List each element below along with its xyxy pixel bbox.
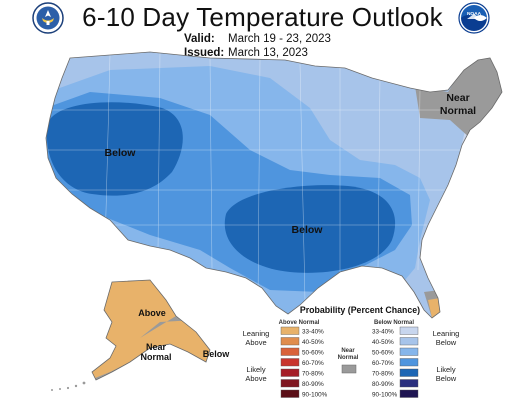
legend-leaning-below-2: Below bbox=[436, 338, 457, 347]
legend-above-header: Above Normal bbox=[279, 320, 320, 326]
legend-likely-below-1: Likely bbox=[436, 365, 455, 374]
northeast-near-label-1: Near bbox=[446, 92, 469, 104]
legend-below-range: 90-100% bbox=[372, 392, 398, 399]
issued-value: March 13, 2023 bbox=[228, 47, 308, 59]
west-below-label: Below bbox=[105, 147, 137, 159]
legend-above-range: 70-80% bbox=[302, 371, 324, 378]
alaska-below-label: Below bbox=[203, 349, 231, 359]
legend-above-range: 33-40% bbox=[302, 329, 324, 336]
legend-below-rows: 33-40% 40-50% 50-60% 60-70% 70-80% 80-90% 90-1… bbox=[372, 326, 419, 399]
legend-above-swatch bbox=[280, 337, 300, 346]
legend-near-header-1: Near bbox=[341, 348, 355, 354]
legend-likely-below-2: Below bbox=[436, 374, 457, 383]
conus-outline bbox=[45, 51, 503, 319]
legend-leaning-below-1: Leaning bbox=[433, 329, 460, 338]
legend-near-header-2: Normal bbox=[338, 355, 359, 361]
legend-above-swatch bbox=[280, 379, 300, 388]
noaa-logo-text: NOAA bbox=[467, 11, 482, 17]
legend-below-range: 40-50% bbox=[372, 339, 394, 346]
legend-below-header: Below Normal bbox=[374, 320, 414, 326]
valid-value: March 19 - 23, 2023 bbox=[228, 33, 331, 45]
legend-below-range: 50-60% bbox=[372, 350, 394, 357]
legend-below-swatch bbox=[399, 337, 419, 346]
issued-label: Issued: bbox=[184, 47, 225, 59]
issued-date: Issued: March 13, 2023 bbox=[184, 47, 308, 59]
valid-label: Valid: bbox=[184, 33, 215, 45]
alaska-near-label-2: Normal bbox=[140, 352, 171, 362]
legend-above-range: 50-60% bbox=[302, 350, 324, 357]
legend-likely-above-1: Likely bbox=[246, 365, 265, 374]
conus-fill bbox=[46, 52, 502, 318]
legend-above-swatch bbox=[280, 347, 300, 356]
legend-below-range: 33-40% bbox=[372, 329, 394, 336]
doc-seal-icon bbox=[32, 2, 64, 34]
legend-above-swatch bbox=[280, 389, 300, 398]
legend-below-swatch bbox=[399, 368, 419, 377]
legend-below-swatch bbox=[399, 379, 419, 388]
legend-leaning-above-1: Leaning bbox=[243, 329, 270, 338]
northeast-near-label-2: Normal bbox=[440, 105, 476, 117]
legend-below-swatch bbox=[399, 326, 419, 335]
aleutian-islands bbox=[51, 381, 86, 391]
legend: Probability (Percent Chance) Above Norma… bbox=[243, 305, 460, 399]
legend-above-rows: 33-40% 40-50% 50-60% 60-70% 70-80% 80-90% 90-1… bbox=[280, 326, 328, 399]
legend-likely-above-2: Above bbox=[245, 374, 266, 383]
legend-below-swatch bbox=[399, 389, 419, 398]
noaa-logo-icon: NOAA bbox=[458, 2, 490, 34]
legend-below-range: 80-90% bbox=[372, 381, 394, 388]
legend-below-swatch bbox=[399, 358, 419, 367]
legend-below-range: 70-80% bbox=[372, 371, 394, 378]
legend-leaning-above-2: Above bbox=[245, 338, 266, 347]
map-title: 6-10 Day Temperature Outlook bbox=[82, 2, 443, 32]
legend-above-swatch bbox=[280, 326, 300, 335]
alaska-fill bbox=[92, 280, 210, 380]
valid-dates: Valid: March 19 - 23, 2023 bbox=[184, 33, 331, 45]
legend-above-range: 60-70% bbox=[302, 360, 324, 367]
alaska-above-label: Above bbox=[138, 308, 166, 318]
legend-above-range: 40-50% bbox=[302, 339, 324, 346]
legend-above-range: 80-90% bbox=[302, 381, 324, 388]
legend-below-swatch bbox=[399, 347, 419, 356]
legend-below-range: 60-70% bbox=[372, 360, 394, 367]
south-below-label: Below bbox=[292, 224, 324, 236]
legend-title: Probability (Percent Chance) bbox=[300, 305, 420, 315]
legend-above-range: 90-100% bbox=[302, 392, 328, 399]
legend-above-swatch bbox=[280, 358, 300, 367]
legend-above-swatch bbox=[280, 368, 300, 377]
alaska-outline bbox=[91, 279, 211, 381]
legend-near-swatch bbox=[341, 364, 357, 374]
state-boundaries bbox=[48, 52, 470, 301]
alaska-near-label-1: Near bbox=[146, 342, 167, 352]
